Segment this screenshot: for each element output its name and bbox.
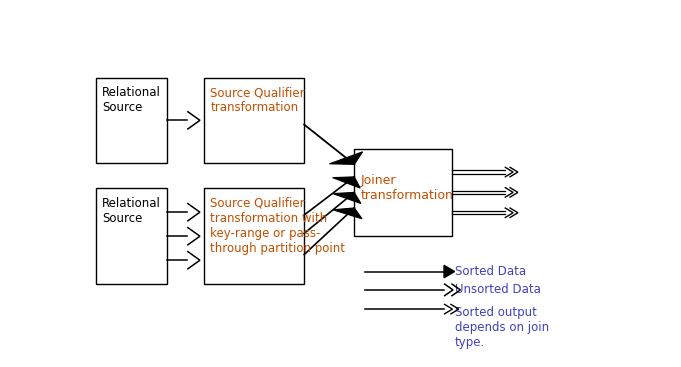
Polygon shape [332, 177, 360, 188]
Polygon shape [330, 152, 363, 164]
Bar [354, 149, 452, 236]
Text: Relational
Source: Relational Source [102, 87, 161, 115]
Bar [95, 188, 167, 284]
Text: Source Qualifier
transformation with
key-range or pass-
through partition point: Source Qualifier transformation with key… [210, 197, 345, 255]
Text: Sorted output
depends on join
type.: Sorted output depends on join type. [454, 306, 549, 349]
Text: Relational
Source: Relational Source [102, 197, 161, 225]
Text: Source Qualifier
transformation: Source Qualifier transformation [210, 87, 305, 115]
Polygon shape [444, 265, 455, 278]
Text: Sorted Data: Sorted Data [454, 265, 526, 278]
Bar [204, 188, 304, 284]
Text: Unsorted Data: Unsorted Data [454, 283, 541, 297]
Text: Joiner
transformation: Joiner transformation [361, 174, 454, 202]
Polygon shape [333, 208, 362, 219]
Polygon shape [332, 192, 361, 203]
Bar [95, 78, 167, 163]
Bar [204, 78, 304, 163]
